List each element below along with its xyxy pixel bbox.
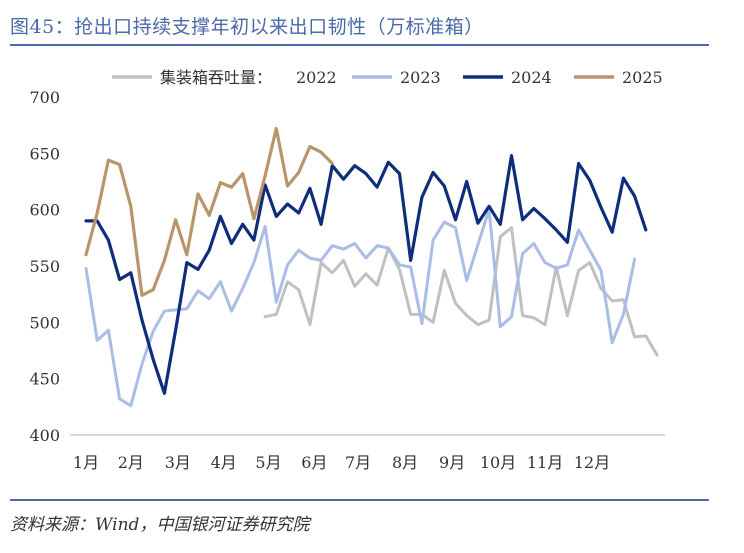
x-tick-label: 8月 bbox=[392, 453, 418, 472]
x-tick-label: 3月 bbox=[165, 453, 191, 472]
y-tick-label: 650 bbox=[29, 144, 60, 163]
line-chart: 400 450 500 550 600 650 700 1月 2月 3月 4月 5月 6月 7月 8月 9月… bbox=[29, 68, 665, 472]
legend-prefix: 集装箱吞吐量： bbox=[160, 68, 272, 87]
x-tick-label: 9月 bbox=[439, 453, 465, 472]
y-tick-label: 550 bbox=[29, 257, 60, 276]
x-tick-label: 10月 bbox=[480, 453, 516, 472]
legend-label: 2023 bbox=[400, 68, 441, 87]
x-tick-label: 4月 bbox=[211, 453, 237, 472]
series-lines bbox=[84, 126, 659, 408]
y-tick-label: 600 bbox=[29, 201, 60, 220]
x-tick-label: 6月 bbox=[301, 453, 327, 472]
series-line-2022 bbox=[263, 226, 659, 357]
footer-divider bbox=[10, 499, 709, 501]
legend: 集装箱吞吐量： 2022 2023 2024 2025 bbox=[112, 68, 663, 87]
chart-title: 图45：抢出口持续支撑年初以来出口韧性（万标准箱） bbox=[10, 16, 484, 38]
x-tick-label: 5月 bbox=[255, 453, 281, 472]
x-tick-label: 11月 bbox=[527, 453, 563, 472]
legend-item-2023: 2023 bbox=[352, 68, 441, 87]
y-axis: 400 450 500 550 600 650 700 bbox=[29, 88, 60, 445]
y-tick-label: 450 bbox=[29, 370, 60, 389]
y-tick-label: 700 bbox=[29, 88, 60, 107]
legend-item-2024: 2024 bbox=[463, 68, 552, 87]
title-divider bbox=[10, 44, 709, 46]
legend-label: 2025 bbox=[622, 68, 663, 87]
legend-item-2022: 集装箱吞吐量： 2022 bbox=[112, 68, 337, 87]
source-note: 资料来源：Wind，中国银河证券研究院 bbox=[10, 515, 310, 535]
x-tick-label: 7月 bbox=[345, 453, 371, 472]
y-tick-label: 400 bbox=[29, 426, 60, 445]
series-line-2025 bbox=[84, 126, 334, 297]
y-tick-label: 500 bbox=[29, 313, 60, 332]
legend-label: 2022 bbox=[296, 68, 337, 87]
x-tick-label: 1月 bbox=[73, 453, 99, 472]
x-tick-label: 12月 bbox=[574, 453, 610, 472]
legend-label: 2024 bbox=[511, 68, 552, 87]
legend-item-2025: 2025 bbox=[574, 68, 663, 87]
x-tick-label: 2月 bbox=[118, 453, 144, 472]
series-line-2024 bbox=[84, 153, 648, 395]
x-axis: 1月 2月 3月 4月 5月 6月 7月 8月 9月 10月 11月 12月 bbox=[70, 434, 665, 472]
